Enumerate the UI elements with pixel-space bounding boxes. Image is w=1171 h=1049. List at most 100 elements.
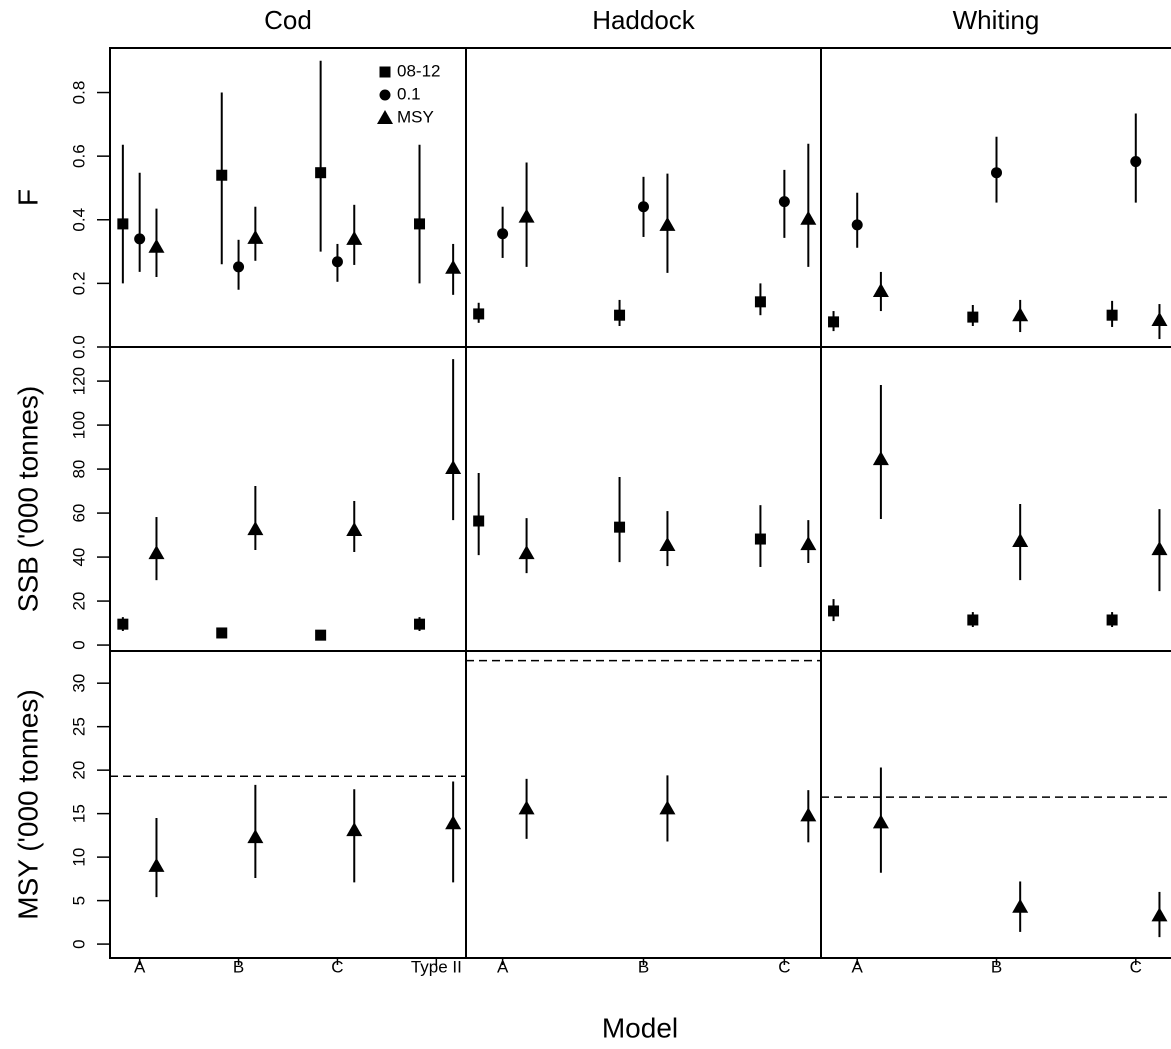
y-tick-label: 0.0 [69,335,88,359]
panel-frame [820,346,1171,652]
y-tick-label: 30 [69,674,88,693]
y-tick-label: 25 [69,717,88,736]
point-triangle [518,545,535,560]
point-square [216,169,228,181]
point-circle [851,219,863,231]
y-tick-label: 20 [69,761,88,780]
y-tick-label: 5 [69,896,88,905]
point-triangle [872,814,889,829]
point-square [967,311,979,323]
y-axis-title: MSY ('000 tonnes) [12,689,43,920]
column-title: Haddock [592,5,696,35]
point-square [614,309,626,321]
point-square [828,316,840,328]
point-square [754,296,766,308]
point-square [1106,309,1118,321]
point-triangle [148,545,165,560]
x-tick-label: C [778,957,790,976]
point-triangle [518,800,535,815]
point-circle [638,201,649,213]
point-triangle [1012,307,1029,322]
point-square [216,627,228,639]
point-square [614,521,626,533]
point-circle [1130,156,1142,168]
y-tick-label: 0.2 [69,272,88,296]
legend-label: 0.1 [397,84,421,103]
point-triangle [445,459,462,474]
x-tick-label: C [331,957,343,976]
point-square [315,629,327,641]
point-square [1106,614,1118,626]
column-title: Cod [264,5,312,35]
x-tick-label: B [638,957,649,976]
point-square [414,218,426,230]
point-triangle [1012,533,1029,548]
point-square [754,533,766,545]
point-circle [134,233,146,245]
point-circle [497,228,509,240]
y-tick-label: 60 [69,504,88,523]
point-square [473,308,485,320]
point-square [967,614,979,626]
panel-frame [465,346,822,652]
x-axis-title: Model [602,1012,678,1043]
point-circle [379,89,391,101]
point-triangle [1151,541,1168,556]
point-triangle [247,521,264,536]
x-tick-label: B [991,957,1002,976]
point-triangle [659,800,676,815]
point-circle [233,261,245,273]
legend-label: MSY [397,107,434,126]
panel-frame [465,650,822,959]
point-triangle [346,522,363,537]
x-tick-label: Type II [411,957,462,976]
point-circle [991,167,1002,179]
panel-frame [820,650,1171,959]
point-triangle [148,238,165,253]
point-square [473,515,485,527]
y-axis-title: SSB ('000 tonnes) [12,386,43,612]
point-square [117,618,129,630]
point-triangle [247,229,264,244]
point-triangle [445,815,462,830]
y-tick-label: 0.8 [69,81,88,105]
point-triangle [659,216,676,231]
point-triangle [1151,907,1168,922]
x-tick-label: A [852,957,864,976]
y-tick-label: 0 [69,939,88,948]
point-triangle [872,451,889,466]
column-title: Whiting [953,5,1040,35]
y-tick-label: 100 [69,411,88,439]
point-triangle [148,857,165,872]
point-triangle [1151,311,1168,326]
y-tick-label: 0.6 [69,144,88,168]
point-square [414,618,426,630]
point-triangle [445,259,462,274]
y-tick-label: 40 [69,548,88,567]
point-square [828,605,840,617]
point-triangle [1012,898,1029,913]
point-triangle [800,807,817,822]
point-triangle [346,822,363,837]
point-circle [778,196,790,208]
y-tick-label: 15 [69,804,88,823]
panel-frame [109,346,467,652]
y-tick-label: 20 [69,592,88,611]
point-triangle [659,536,676,551]
x-tick-label: A [497,957,509,976]
point-triangle [872,283,889,298]
point-square [315,167,327,179]
point-square [117,218,129,230]
y-tick-label: 80 [69,460,88,479]
x-tick-label: C [1130,957,1142,976]
point-triangle [800,210,817,225]
point-triangle [377,110,393,124]
point-triangle [800,536,817,551]
y-tick-label: 120 [69,367,88,395]
point-triangle [247,829,264,844]
x-tick-label: B [233,957,244,976]
y-tick-label: 0.4 [69,208,88,232]
point-triangle [346,230,363,245]
